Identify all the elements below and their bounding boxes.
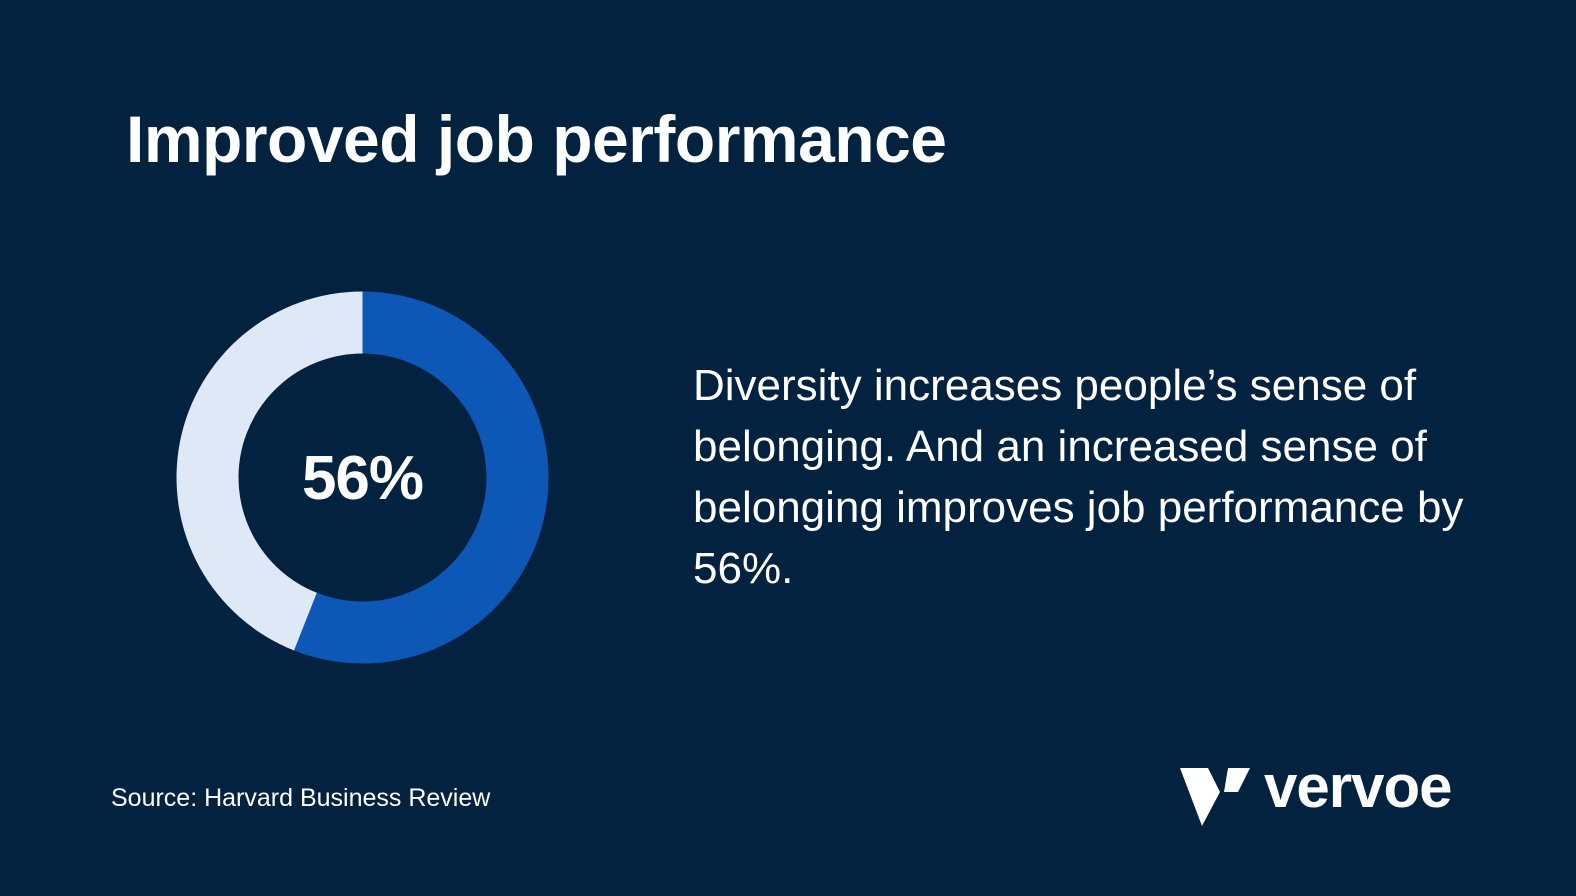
donut-chart: [176, 291, 549, 664]
brand-name: vervoe: [1264, 753, 1452, 820]
vervoe-logo-icon: [1180, 768, 1250, 826]
page-title: Improved job performance: [126, 102, 947, 176]
donut-center-label: 56%: [301, 444, 424, 513]
description-text: Diversity increases people’s sense of be…: [693, 361, 1464, 593]
donut-slice-remainder: [176, 291, 363, 651]
donut-slices: [176, 291, 549, 664]
brand-logo: vervoe: [1180, 757, 1452, 826]
source-citation: Source: Harvard Business Review: [111, 784, 491, 812]
donut-slice-value: [294, 291, 549, 664]
